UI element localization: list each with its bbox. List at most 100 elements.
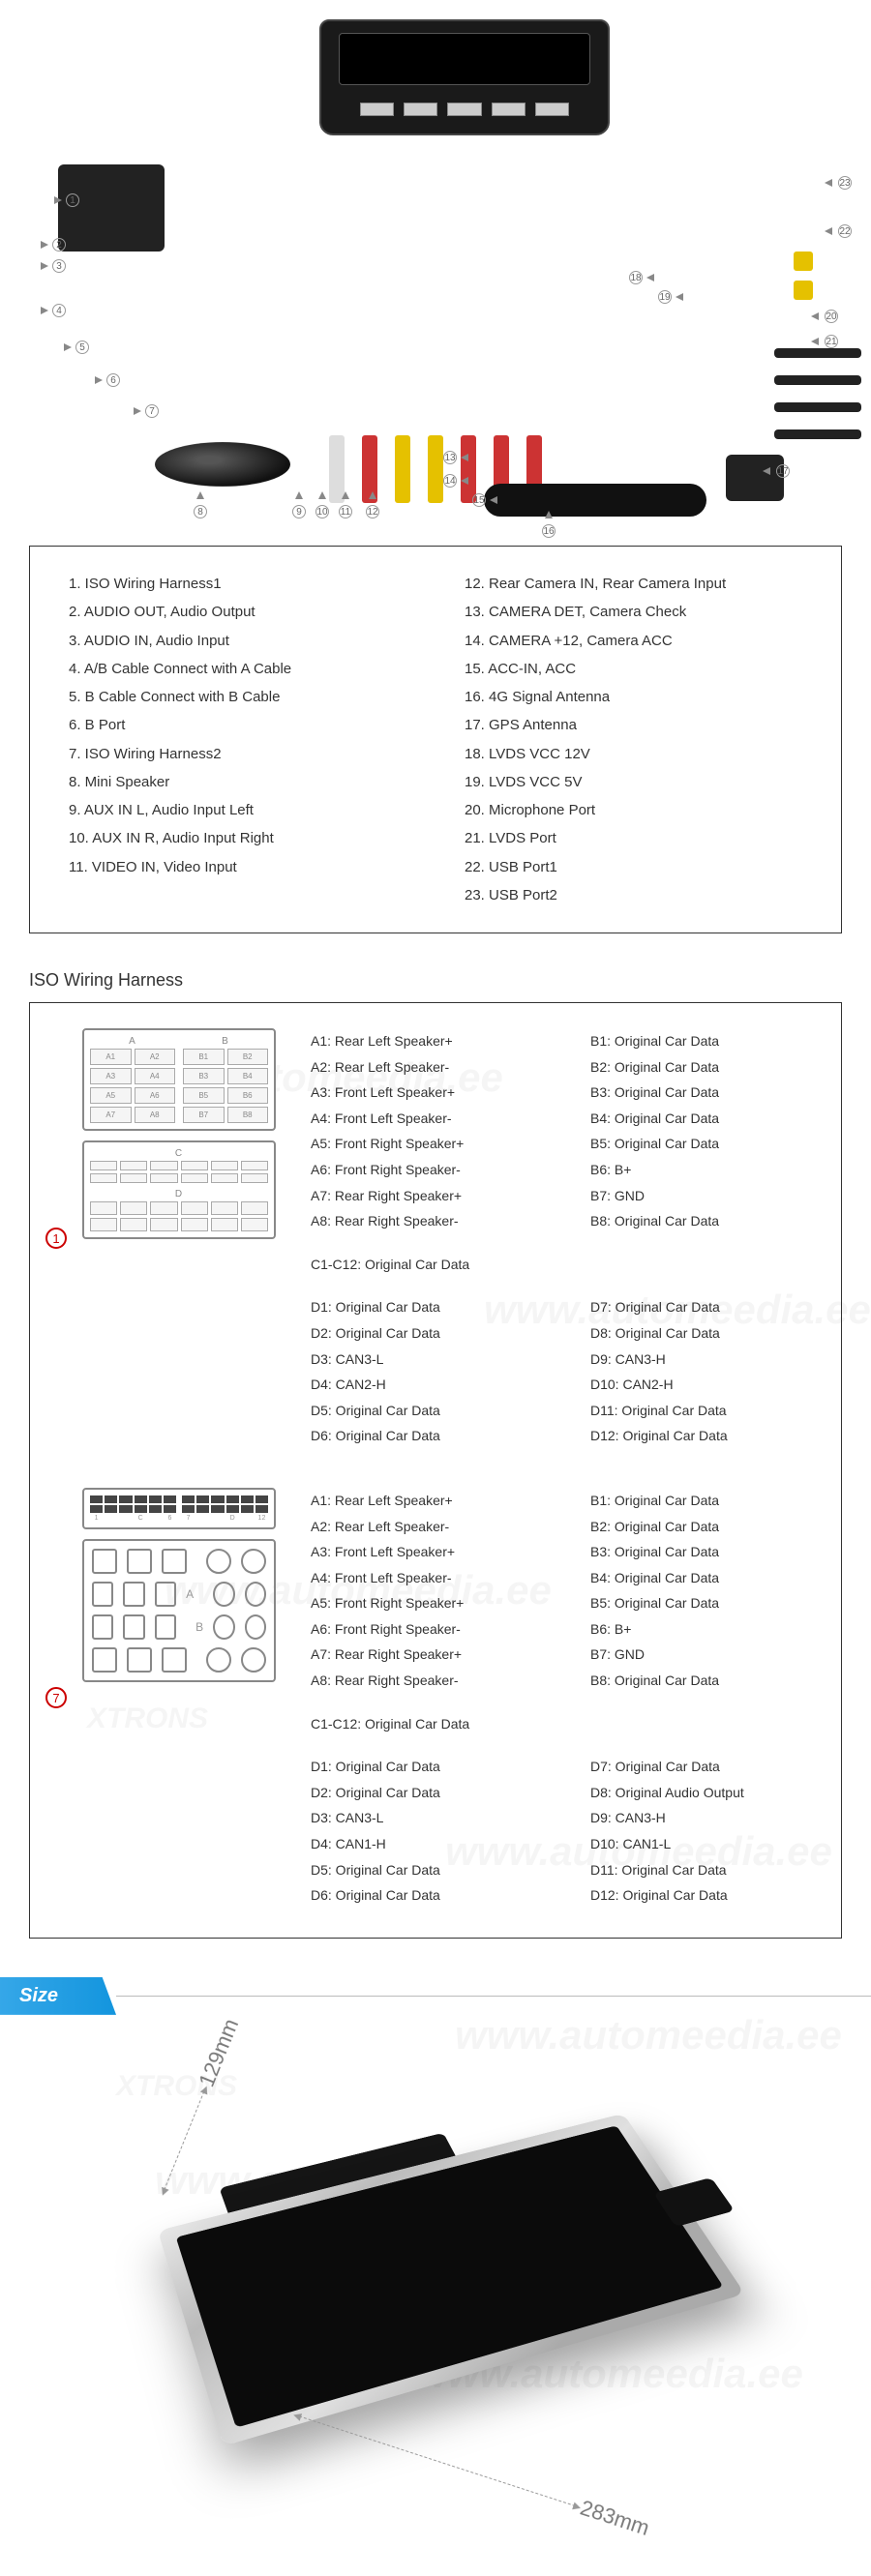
- pin-label: A1: Rear Left Speaker+: [311, 1028, 542, 1054]
- harness-badge-2: 7: [45, 1687, 67, 1708]
- pin-label: D2: Original Car Data: [311, 1780, 542, 1806]
- callout-9: 9: [292, 491, 306, 518]
- harness-section-title: ISO Wiring Harness: [29, 962, 842, 998]
- pin-label: D5: Original Car Data: [311, 1398, 542, 1424]
- callout-13: 13: [443, 451, 470, 464]
- mini-speaker-icon: [155, 442, 290, 487]
- pin-label: A3: Front Left Speaker+: [311, 1539, 542, 1565]
- pin-label: C1-C12: Original Car Data: [311, 1711, 822, 1737]
- pin-label: D10: CAN1-L: [590, 1831, 822, 1857]
- pin-label: B1: Original Car Data: [590, 1028, 822, 1054]
- legend-item: 1. ISO Wiring Harness1: [69, 570, 406, 598]
- gps-antenna-icon: [726, 455, 784, 501]
- pin-label: D11: Original Car Data: [590, 1398, 822, 1424]
- pin-label: B3: Original Car Data: [590, 1539, 822, 1565]
- pin-label: B7: GND: [590, 1642, 822, 1668]
- callout-14: 14: [443, 474, 470, 488]
- size-diagram: 129mm 283mm: [39, 2034, 832, 2576]
- callout-23: 23: [825, 176, 852, 190]
- dimension-width: 283mm: [295, 2404, 652, 2541]
- 4g-antenna-icon: [484, 484, 706, 517]
- pin-label: D9: CAN3-H: [590, 1805, 822, 1831]
- legend-item: 8. Mini Speaker: [69, 768, 406, 796]
- pin-label: D3: CAN3-L: [311, 1805, 542, 1831]
- pin-label: B4: Original Car Data: [590, 1106, 822, 1132]
- callout-21: 21: [811, 335, 838, 348]
- pin-label: D1: Original Car Data: [311, 1754, 542, 1780]
- harness-block-1: 1 A A1A2 A3A4 A5A6 A7A8 B B1B2: [49, 1028, 822, 1449]
- callout-10: 10: [315, 491, 329, 518]
- legend-item: 11. VIDEO IN, Video Input: [69, 853, 406, 881]
- harness-pin-legend-1: A1: Rear Left Speaker+ A2: Rear Left Spe…: [311, 1028, 822, 1449]
- pin-label: A7: Rear Right Speaker+: [311, 1642, 542, 1668]
- legend-item: 4. A/B Cable Connect with A Cable: [69, 655, 406, 683]
- legend-item: 18. LVDS VCC 12V: [465, 740, 802, 768]
- legend-item: 12. Rear Camera IN, Rear Camera Input: [465, 570, 802, 598]
- legend-col-2: 12. Rear Camera IN, Rear Camera Input 13…: [465, 570, 802, 909]
- pin-label: B8: Original Car Data: [590, 1208, 822, 1234]
- pin-label: A5: Front Right Speaker+: [311, 1131, 542, 1157]
- pin-label: D11: Original Car Data: [590, 1857, 822, 1883]
- callout-11: 11: [339, 491, 352, 518]
- callout-15: 15: [472, 493, 499, 507]
- callout-6: 6: [93, 373, 120, 387]
- callout-16: 16: [542, 511, 556, 538]
- pin-label: B1: Original Car Data: [590, 1488, 822, 1514]
- callout-17: 17: [763, 464, 790, 478]
- legend-item: 9. AUX IN L, Audio Input Left: [69, 796, 406, 824]
- size-tab-label: Size: [0, 1977, 116, 2015]
- harness-pin-legend-2: A1: Rear Left Speaker+ A2: Rear Left Spe…: [311, 1488, 822, 1909]
- divider: [116, 1996, 871, 1997]
- pin-label: B4: Original Car Data: [590, 1565, 822, 1591]
- harness-badge-1: 1: [45, 1228, 67, 1249]
- pin-label: D4: CAN1-H: [311, 1831, 542, 1857]
- pin-label: D9: CAN3-H: [590, 1347, 822, 1373]
- pin-label: A4: Front Left Speaker-: [311, 1565, 542, 1591]
- pin-label: A6: Front Right Speaker-: [311, 1157, 542, 1183]
- callout-22: 22: [825, 224, 852, 238]
- pin-label: A6: Front Right Speaker-: [311, 1616, 542, 1643]
- legend-item: 10. AUX IN R, Audio Input Right: [69, 824, 406, 852]
- legend-col-1: 1. ISO Wiring Harness1 2. AUDIO OUT, Aud…: [69, 570, 406, 909]
- legend-item: 2. AUDIO OUT, Audio Output: [69, 598, 406, 626]
- legend-item: 15. ACC-IN, ACC: [465, 655, 802, 683]
- pin-label: A5: Front Right Speaker+: [311, 1590, 542, 1616]
- legend-item: 17. GPS Antenna: [465, 711, 802, 739]
- legend-item: 23. USB Port2: [465, 881, 802, 909]
- callout-12: 12: [366, 491, 379, 518]
- pin-label: A8: Rear Right Speaker-: [311, 1208, 542, 1234]
- pin-label: D4: CAN2-H: [311, 1372, 542, 1398]
- video-jacks: [794, 252, 813, 300]
- callout-1: 1: [52, 193, 79, 207]
- callout-7: 7: [132, 404, 159, 418]
- harness-box: 1 A A1A2 A3A4 A5A6 A7A8 B B1B2: [29, 1002, 842, 1939]
- pin-label: D5: Original Car Data: [311, 1857, 542, 1883]
- wiring-bundle: [58, 164, 813, 493]
- pin-label: D6: Original Car Data: [311, 1423, 542, 1449]
- legend-item: 7. ISO Wiring Harness2: [69, 740, 406, 768]
- legend-item: 22. USB Port1: [465, 853, 802, 881]
- harness-diagram-2: 7 1C6 7D12 A B: [49, 1488, 282, 1909]
- harness-block-2: 7 1C6 7D12 A B: [49, 1488, 822, 1909]
- pin-label: D8: Original Audio Output: [590, 1780, 822, 1806]
- pin-label: C1-C12: Original Car Data: [311, 1252, 822, 1278]
- pin-label: A1: Rear Left Speaker+: [311, 1488, 542, 1514]
- pin-label: A3: Front Left Speaker+: [311, 1080, 542, 1106]
- pin-label: D10: CAN2-H: [590, 1372, 822, 1398]
- harness-diagram-1: 1 A A1A2 A3A4 A5A6 A7A8 B B1B2: [49, 1028, 282, 1449]
- device-render: [158, 2114, 745, 2446]
- callout-4: 4: [39, 304, 66, 317]
- dimension-height: 129mm: [152, 2015, 244, 2194]
- head-unit: [319, 19, 610, 135]
- callout-18: 18: [629, 271, 656, 284]
- pin-label: D3: CAN3-L: [311, 1347, 542, 1373]
- legend-item: 5. B Cable Connect with B Cable: [69, 683, 406, 711]
- pin-label: B6: B+: [590, 1616, 822, 1643]
- legend-item: 6. B Port: [69, 711, 406, 739]
- size-header: Size: [0, 1977, 871, 2015]
- callout-2: 2: [39, 238, 66, 252]
- pin-label: A2: Rear Left Speaker-: [311, 1054, 542, 1081]
- pin-label: D1: Original Car Data: [311, 1294, 542, 1320]
- legend-item: 16. 4G Signal Antenna: [465, 683, 802, 711]
- pin-label: D12: Original Car Data: [590, 1423, 822, 1449]
